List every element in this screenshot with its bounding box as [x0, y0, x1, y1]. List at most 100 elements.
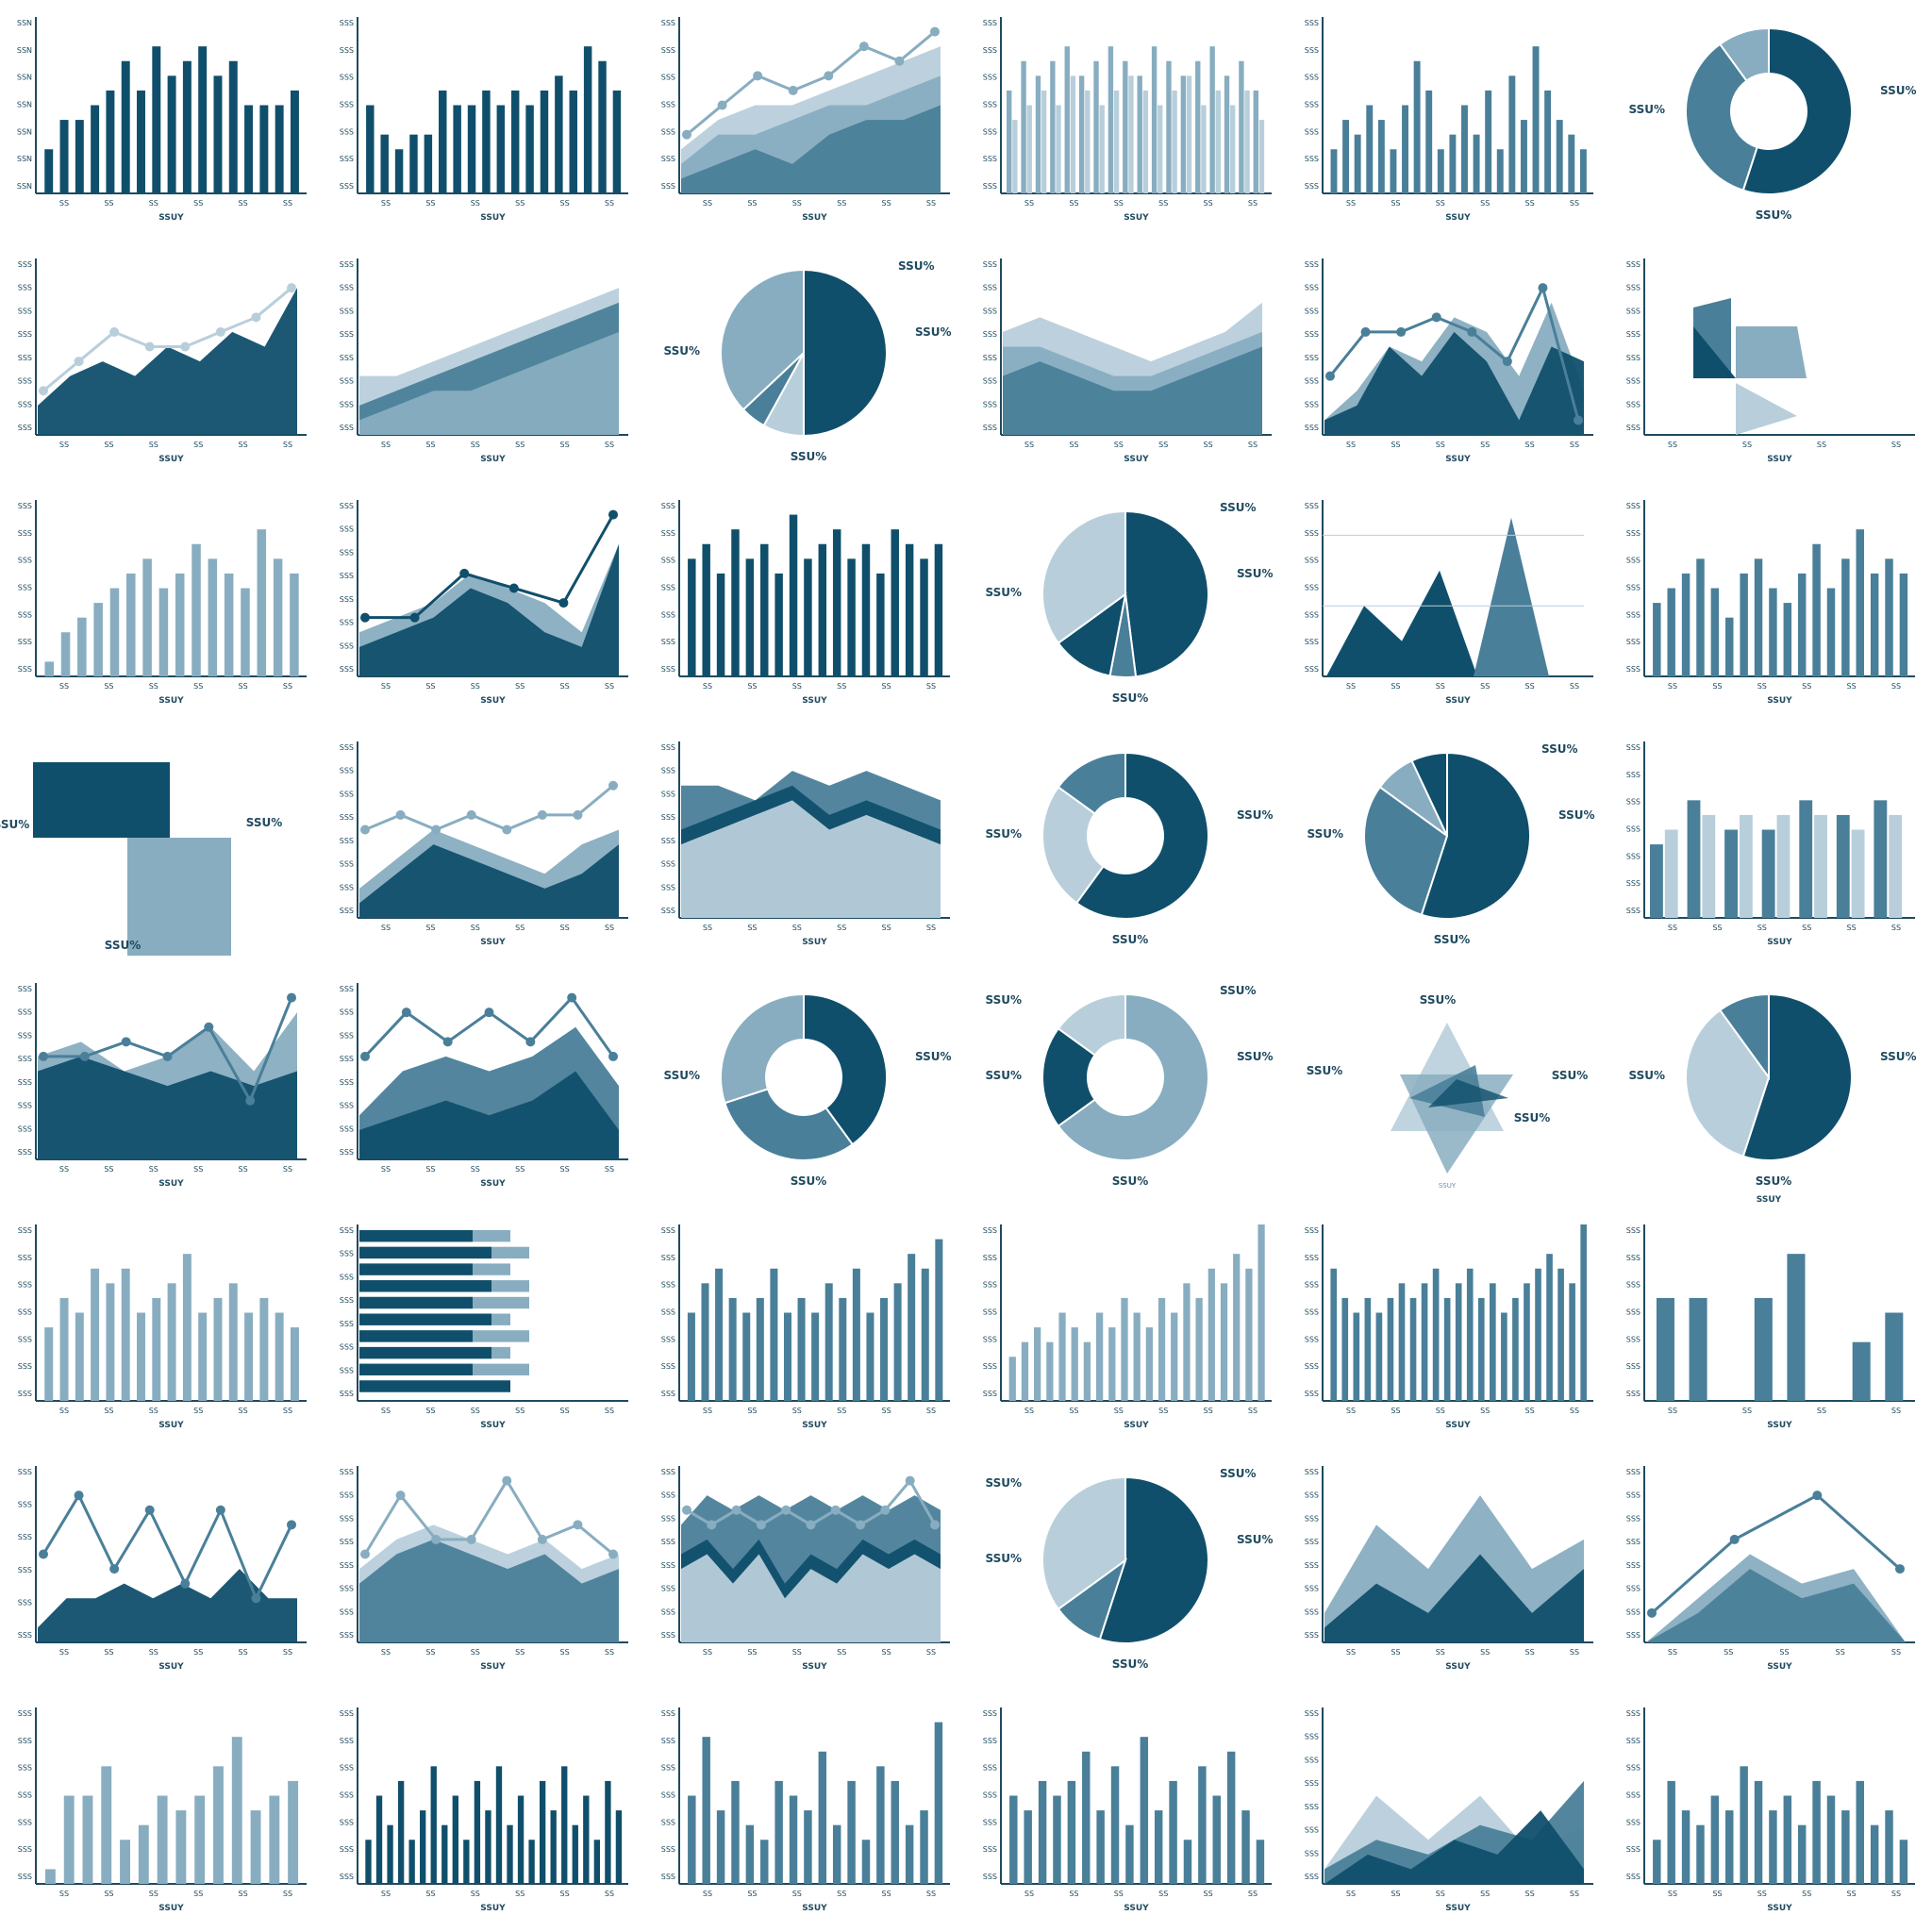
- bar: [1841, 558, 1850, 676]
- line-point: [930, 1520, 940, 1530]
- x-axis-label: SSUY: [1767, 455, 1792, 464]
- x-tick-label: SS: [515, 1165, 525, 1174]
- line-point: [781, 1505, 791, 1515]
- x-tick-label: SS: [703, 199, 712, 208]
- bar: [380, 134, 389, 193]
- bar: [876, 1766, 885, 1884]
- bar: [1064, 46, 1070, 193]
- line-point: [1431, 312, 1441, 323]
- pie-slice: [1098, 1475, 1209, 1644]
- chart-svg: SSU% SSU% SSU%: [985, 751, 1274, 946]
- y-tick-label: SSS: [340, 1296, 354, 1305]
- y-tick-label: SSS: [1626, 1631, 1641, 1640]
- bar: [528, 1840, 535, 1884]
- x-tick-label: SS: [1248, 1407, 1257, 1415]
- x-tick-label: SS: [703, 1648, 712, 1657]
- bar: [44, 661, 54, 676]
- x-tick-label: SS: [515, 1890, 525, 1898]
- y-tick-label: SSS: [340, 619, 354, 627]
- y-tick-label: SSS: [661, 767, 675, 775]
- bar: [44, 149, 54, 193]
- y-tick-label: SSN: [17, 182, 32, 191]
- y-tick-label: SSS: [661, 19, 675, 27]
- x-axis-label: SSUY: [480, 455, 506, 464]
- bar: [1375, 1312, 1383, 1401]
- x-tick-label: SS: [471, 1648, 480, 1657]
- x-tick-label: SS: [1114, 1407, 1124, 1415]
- y-tick-label: SSS: [340, 1845, 354, 1854]
- bar: [760, 1840, 769, 1884]
- x-tick-label: SS: [193, 1407, 203, 1415]
- chart-panel: SSS SSS SSS SSS SSS SSS SSS SSS SS SS SS SS SS SS SSUY: [322, 1449, 643, 1690]
- x-tick-label: SS: [1570, 682, 1579, 691]
- chart-svg: SSU% SSU% SSU% SSU% SSU%: [985, 984, 1273, 1188]
- slice-label: SSU%: [1558, 808, 1595, 822]
- bar: [1125, 1824, 1134, 1884]
- area-series: [1324, 1554, 1584, 1642]
- y-tick-label: SSS: [1626, 743, 1641, 752]
- x-axis-label: SSUY: [802, 213, 827, 223]
- line-point: [144, 341, 155, 352]
- y-tick-label: SSS: [18, 260, 32, 269]
- bar: [1466, 1268, 1474, 1401]
- bar: [861, 1840, 871, 1884]
- x-axis-label: SSUY: [480, 1662, 506, 1672]
- shape-label: SSU%: [1420, 993, 1457, 1007]
- y-tick-label: SSS: [18, 330, 32, 339]
- bar: [774, 1780, 783, 1884]
- x-tick-label: SS: [560, 441, 570, 449]
- area-series: [681, 1554, 941, 1642]
- y-tick-label: SSS: [1626, 1308, 1641, 1317]
- x-tick-label: SS: [703, 1890, 712, 1898]
- bar: [241, 588, 250, 676]
- bar: [474, 1780, 481, 1884]
- x-tick-label: SS: [605, 199, 614, 208]
- bar: [847, 558, 856, 676]
- x-tick-label: SS: [1114, 1890, 1124, 1898]
- x-tick-label: SS: [1891, 1407, 1901, 1415]
- y-tick-label: SSS: [18, 1308, 32, 1317]
- y-tick-label: SSS: [1626, 584, 1641, 592]
- x-axis-label: SSUY: [1445, 1662, 1471, 1672]
- pie-slice: [1741, 26, 1853, 195]
- y-tick-label: SSS: [18, 1031, 32, 1040]
- x-axis-label: SSUY: [802, 938, 827, 947]
- bar: [120, 1840, 130, 1884]
- chart-svg: SSU% SSU% SSU% SSUY: [1628, 992, 1917, 1205]
- bar: [1233, 1254, 1241, 1401]
- x-tick-label: SS: [560, 1648, 570, 1657]
- bar: [275, 105, 284, 193]
- slice-label: SSU%: [1541, 742, 1578, 756]
- line-point: [74, 357, 84, 367]
- chart-panel: SSS SSS SSS SSS SSS SSS SSS SSS SS SS SS SS SS SS SSUY: [1287, 1449, 1608, 1690]
- x-axis-label: SSUY: [802, 1904, 827, 1913]
- x-tick-label: SS: [1525, 199, 1535, 208]
- chart-panel: SSS SSS SSS SSS SSS SSS SSS SS SS SS SS SS SS SSUY: [965, 0, 1287, 242]
- x-tick-label: SS: [1436, 682, 1445, 691]
- x-tick-label: SS: [1436, 1648, 1445, 1657]
- y-tick-label: SSS: [661, 1226, 675, 1235]
- x-tick-label: SS: [837, 1407, 846, 1415]
- y-tick-label: SSS: [1626, 1254, 1641, 1262]
- x-tick-label: SS: [149, 441, 158, 449]
- y-tick-label: SSS: [1626, 638, 1641, 646]
- chart-svg: SSU% SSU% SSU%: [0, 762, 282, 956]
- bar: [1008, 1357, 1016, 1401]
- line-point: [459, 568, 470, 578]
- bar: [182, 1254, 192, 1401]
- x-tick-label: SS: [1024, 441, 1034, 449]
- x-tick-label: SS: [193, 1165, 203, 1174]
- bar: [1145, 1327, 1153, 1401]
- x-tick-label: SS: [1802, 924, 1811, 932]
- y-tick-label: SSS: [1626, 1281, 1641, 1290]
- x-axis-label: SSUY: [1445, 1904, 1471, 1913]
- slice-label: SSU%: [915, 325, 952, 339]
- y-tick-label: SSS: [1305, 1468, 1319, 1476]
- x-tick-label: SS: [1891, 1648, 1901, 1657]
- bar: [1687, 800, 1701, 918]
